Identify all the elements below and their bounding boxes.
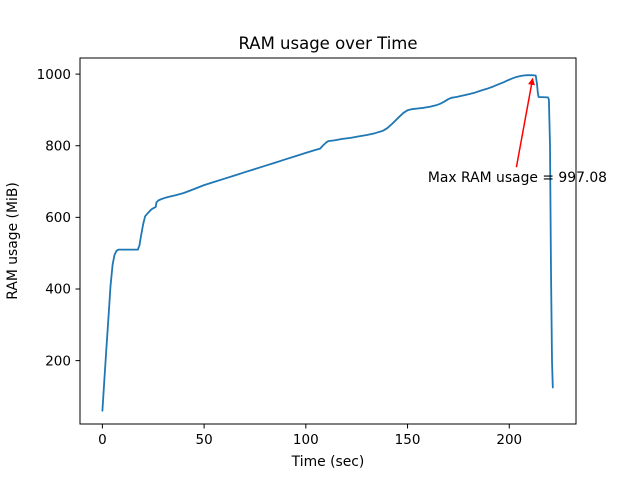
annotation-arrow (515, 77, 535, 168)
y-tick-label: 600 (45, 210, 71, 226)
x-tick-label: 150 (395, 432, 421, 448)
y-axis-label: RAM usage (MiB) (5, 182, 21, 300)
plot-border (79, 57, 577, 425)
y-tick-label: 400 (45, 282, 71, 298)
x-tick-label: 50 (196, 432, 213, 448)
x-axis-label: Time (sec) (291, 454, 365, 470)
plot-title: RAM usage over Time (238, 34, 417, 53)
x-tick-label: 0 (98, 432, 107, 448)
plot-line (101, 74, 554, 412)
y-tick-label: 800 (45, 138, 71, 154)
y-tick-label: 200 (45, 353, 71, 369)
y-tick-label: 1000 (37, 67, 71, 83)
annotation-text: Max RAM usage = 997.08 (428, 170, 607, 186)
plot-generated-layer: 0 50 100 150 200 200 400 600 800 1000 (37, 57, 577, 448)
x-tick-label: 100 (293, 432, 319, 448)
x-tick-label: 200 (496, 432, 522, 448)
